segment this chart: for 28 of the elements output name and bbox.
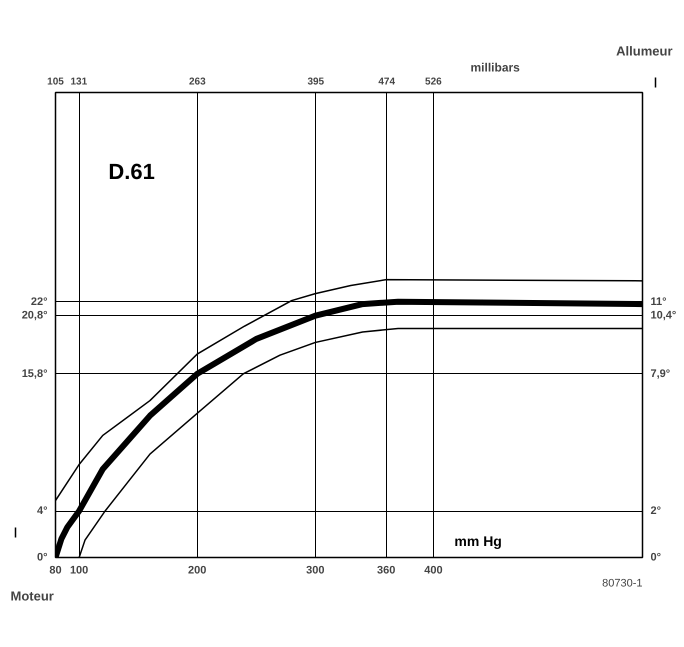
x-axis-title: mm Hg [454, 533, 502, 550]
y2-tick-label: 7,9° [650, 368, 670, 380]
y-tick-label: 0° [36, 552, 48, 564]
text: 80730-1 [602, 578, 643, 590]
y2-tick-label: 0° [650, 552, 662, 564]
x2-tick-label: 395 [307, 76, 325, 88]
y-tick-label: 20,8° [22, 310, 48, 322]
x-tick-label: 360 [377, 564, 396, 576]
x-tick-label: 300 [306, 564, 325, 576]
y-tick-label: 15,8° [22, 368, 48, 380]
x2-tick-label: 263 [188, 76, 206, 88]
text: D.61 [108, 159, 155, 184]
x-tick-label: 100 [70, 564, 88, 576]
y-axis-title: Moteur [10, 588, 54, 604]
y-tick-label: 4° [36, 505, 48, 517]
x-tick-label: 80 [49, 564, 62, 576]
y-tick-label: 22° [30, 296, 48, 308]
x2-tick-label: 131 [70, 76, 88, 88]
y2-tick-label: 11° [650, 296, 667, 308]
y2-tick-label: 10,4° [650, 310, 676, 322]
x2-tick-label: 105 [47, 76, 64, 88]
x2-tick-label: 474 [378, 76, 396, 88]
x2-axis-title: millibars [470, 60, 520, 74]
x2-tick-label: 526 [425, 76, 442, 88]
x-tick-label: 400 [424, 564, 443, 576]
y2-tick-label: 2° [650, 505, 662, 517]
y2-axis-title: Allumeur [616, 44, 672, 58]
x-tick-label: 200 [188, 564, 206, 576]
